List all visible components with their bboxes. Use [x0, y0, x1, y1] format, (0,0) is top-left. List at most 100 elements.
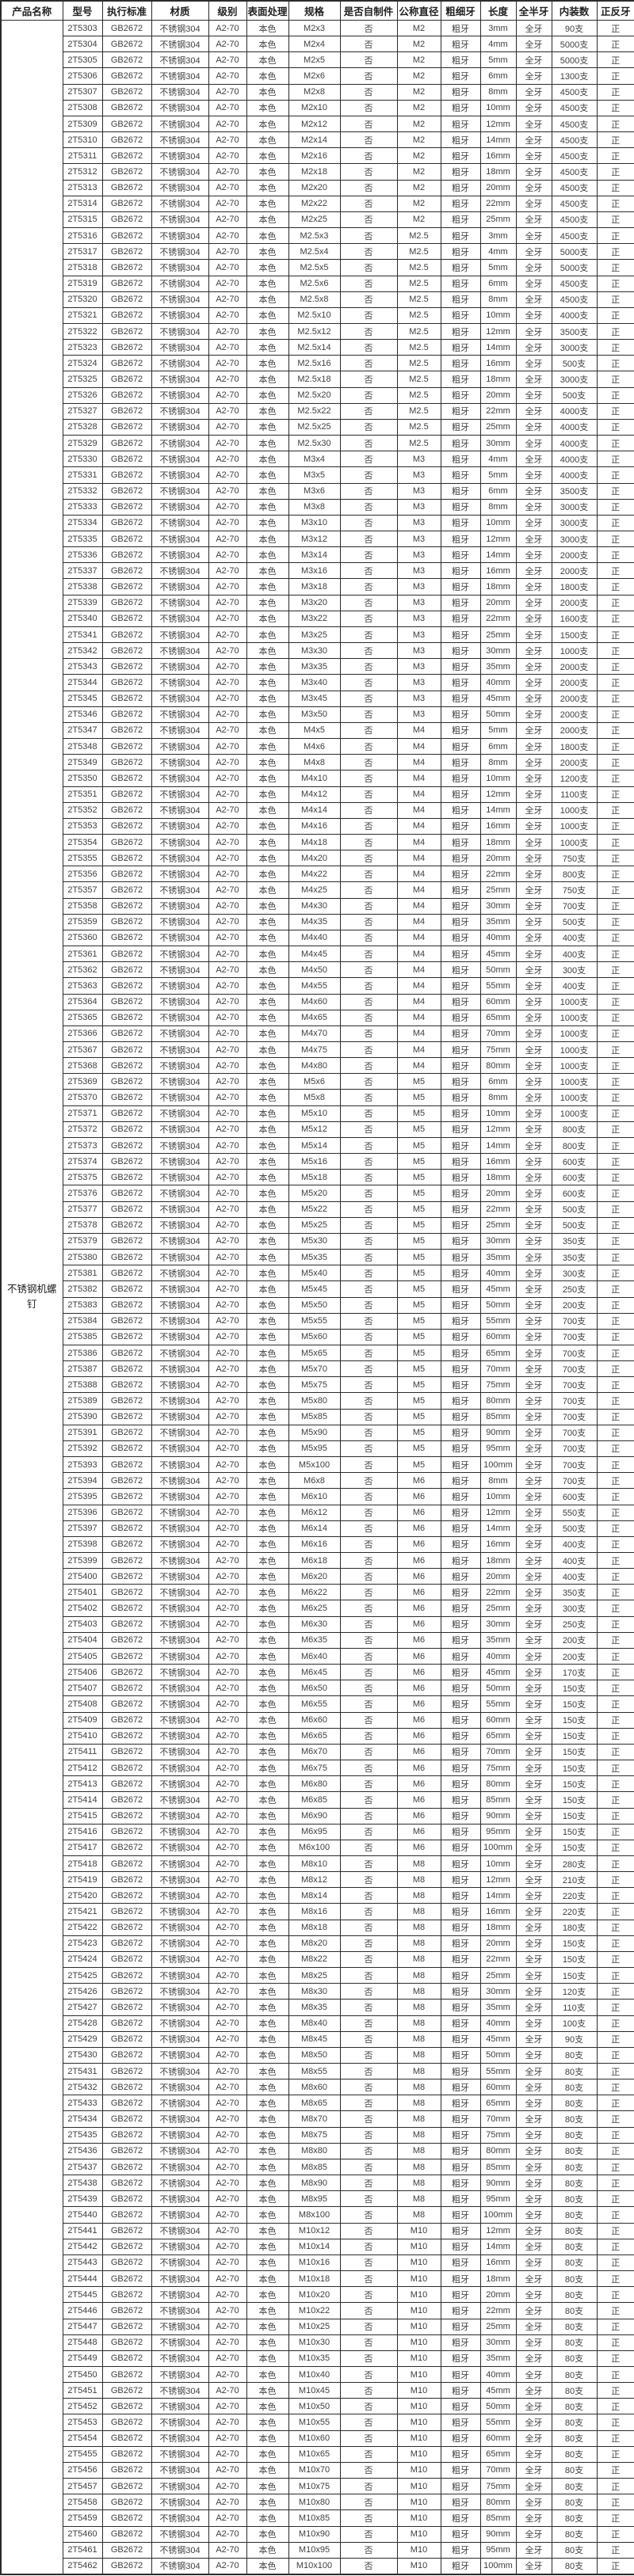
cell-model: 2T5314	[62, 195, 103, 212]
cell-standard: GB2672	[101, 658, 152, 675]
cell-nominal_diameter: M4	[396, 881, 441, 899]
cell-thread_pitch: 粗牙	[440, 1903, 481, 1920]
cell-spec: M5x50	[288, 1296, 341, 1314]
cell-grade: A2-70	[208, 371, 247, 388]
cell-standard: GB2672	[101, 2318, 152, 2335]
cell-standard: GB2672	[101, 2494, 152, 2511]
cell-grade: A2-70	[208, 1935, 247, 1952]
cell-thread_pitch: 粗牙	[440, 322, 481, 341]
cell-spec: M5x35	[288, 1249, 341, 1266]
cell-material: 不锈钢304	[151, 1376, 209, 1394]
cell-standard: GB2672	[101, 2126, 152, 2144]
cell-material: 不锈钢304	[151, 2110, 209, 2128]
cell-nominal_diameter: M10	[396, 2398, 441, 2415]
cell-nominal_diameter: M3	[396, 674, 441, 691]
cell-length: 35mm	[479, 1999, 517, 2016]
cell-self_made: 否	[339, 1855, 398, 1873]
table-row: 2T5349 GB2672 不锈钢304 A2-70 本色 M4x8 否 M4 粗牙 8mm 全牙 2…	[1, 754, 634, 771]
cell-thread_direction: 正	[596, 51, 634, 69]
cell-material: 不锈钢304	[151, 690, 209, 707]
cell-material: 不锈钢304	[151, 562, 209, 580]
cell-material: 不锈钢304	[151, 131, 209, 149]
cell-length: 30mm	[479, 642, 517, 660]
cell-spec: M4x20	[288, 850, 341, 867]
cell-self_made: 否	[339, 386, 398, 404]
cell-thread_pitch: 粗牙	[440, 115, 481, 133]
table-row: 2T5412 GB2672 不锈钢304 A2-70 本色 M6x75 否 M6 粗牙 75mm 全…	[1, 1760, 634, 1777]
cell-grade: A2-70	[208, 2430, 247, 2447]
cell-nominal_diameter: M2	[396, 147, 441, 165]
cell-self_made: 否	[339, 1871, 398, 1889]
cell-surface_finish: 本色	[246, 1855, 289, 1873]
cell-nominal_diameter: M8	[396, 2062, 441, 2080]
cell-nominal_diameter: M8	[396, 2079, 441, 2096]
cell-thread_direction: 正	[596, 1551, 634, 1570]
cell-material: 不锈钢304	[151, 259, 209, 276]
cell-self_made: 否	[339, 355, 398, 372]
cell-material: 不锈钢304	[151, 435, 209, 452]
cell-surface_finish: 本色	[246, 1009, 289, 1026]
cell-spec: M5x75	[288, 1376, 341, 1394]
cell-thread_pitch: 粗牙	[440, 754, 481, 771]
cell-self_made: 否	[339, 339, 398, 356]
cell-pack_quantity: 1100支	[551, 786, 598, 803]
cell-standard: GB2672	[101, 291, 152, 308]
cell-surface_finish: 本色	[246, 897, 289, 915]
cell-thread_direction: 正	[596, 2541, 634, 2559]
cell-spec: M10x30	[288, 2334, 341, 2351]
cell-standard: GB2672	[101, 2062, 152, 2080]
cell-spec: M6x12	[288, 1504, 341, 1521]
cell-surface_finish: 本色	[246, 1265, 289, 1282]
cell-thread_coverage: 全牙	[515, 2062, 552, 2080]
cell-nominal_diameter: M2.5	[396, 291, 441, 308]
cell-model: 2T5344	[62, 674, 103, 691]
cell-pack_quantity: 80支	[551, 2350, 598, 2367]
cell-standard: GB2672	[101, 2030, 152, 2048]
cell-self_made: 否	[339, 2382, 398, 2399]
cell-thread_pitch: 粗牙	[440, 227, 481, 245]
table-row: 2T5445 GB2672 不锈钢304 A2-70 本色 M10x20 否 M10 粗牙 20m…	[1, 2286, 634, 2304]
cell-thread_coverage: 全牙	[515, 1839, 552, 1856]
cell-thread_direction: 正	[596, 1727, 634, 1745]
cell-spec: M3x22	[288, 610, 341, 627]
cell-thread_direction: 正	[596, 1216, 634, 1234]
cell-length: 85mm	[479, 1408, 517, 1425]
cell-pack_quantity: 80支	[551, 2079, 598, 2096]
cell-thread_pitch: 粗牙	[440, 2110, 481, 2128]
cell-pack_quantity: 250支	[551, 1280, 598, 1298]
cell-length: 30mm	[479, 1983, 517, 2000]
cell-thread_pitch: 粗牙	[440, 897, 481, 915]
cell-grade: A2-70	[208, 211, 247, 229]
cell-self_made: 否	[339, 1791, 398, 1809]
cell-standard: GB2672	[101, 2142, 152, 2159]
cell-model: 2T5356	[62, 866, 103, 883]
cell-pack_quantity: 4500支	[551, 275, 598, 292]
cell-thread_coverage: 全牙	[515, 1887, 552, 1904]
cell-material: 不锈钢304	[151, 1472, 209, 1490]
cell-material: 不锈钢304	[151, 1999, 209, 2016]
cell-thread_direction: 正	[596, 451, 634, 468]
cell-model: 2T5319	[62, 275, 103, 292]
cell-self_made: 否	[339, 1249, 398, 1266]
cell-thread_pitch: 粗牙	[440, 801, 481, 819]
cell-material: 不锈钢304	[151, 418, 209, 436]
col-header-material: 材质	[151, 0, 209, 21]
cell-standard: GB2672	[101, 498, 152, 516]
cell-thread_pitch: 粗牙	[440, 706, 481, 723]
cell-length: 5mm	[479, 721, 517, 740]
cell-standard: GB2672	[101, 322, 152, 341]
cell-thread_pitch: 粗牙	[440, 402, 481, 420]
cell-thread_direction: 正	[596, 2222, 634, 2239]
cell-model: 2T5392	[62, 1440, 103, 1458]
cell-model: 2T5369	[62, 1073, 103, 1090]
cell-thread_pitch: 粗牙	[440, 514, 481, 532]
cell-standard: GB2672	[101, 1136, 152, 1155]
cell-pack_quantity: 700支	[551, 1472, 598, 1490]
table-row: 2T5345 GB2672 不锈钢304 A2-70 本色 M3x45 否 M3 粗牙 45mm 全…	[1, 690, 634, 707]
cell-self_made: 否	[339, 946, 398, 963]
cell-surface_finish: 本色	[246, 1584, 289, 1601]
cell-length: 18mm	[479, 371, 517, 388]
cell-surface_finish: 本色	[246, 147, 289, 165]
cell-thread_pitch: 粗牙	[440, 36, 481, 53]
cell-thread_pitch: 粗牙	[440, 1280, 481, 1298]
